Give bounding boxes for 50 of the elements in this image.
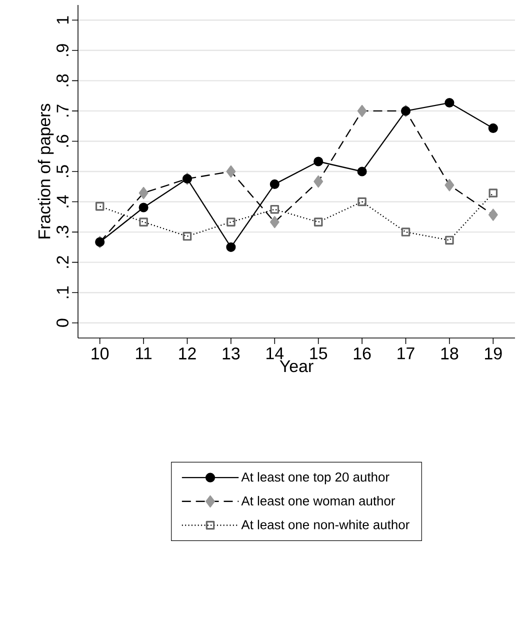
y-tick-label: .7: [56, 104, 69, 116]
x-tick-label: 13: [222, 347, 240, 360]
y-tick-label: .3: [56, 226, 69, 238]
x-axis-title: Year: [280, 360, 314, 372]
legend-label: At least one top 20 author: [241, 472, 390, 484]
legend-label: At least one woman author: [241, 496, 396, 506]
point: [488, 208, 498, 221]
point: [226, 165, 236, 178]
x-tick-label: 11: [136, 347, 152, 360]
point: [445, 236, 454, 245]
point: [270, 204, 280, 214]
point: [401, 228, 410, 236]
y-tick-label: .1: [56, 286, 69, 298]
y-tick-label: .4: [56, 195, 69, 208]
point: [226, 242, 236, 252]
x-tick-label: 14: [266, 347, 284, 360]
x-tick-label: 17: [398, 347, 414, 360]
x-tick-label: 15: [310, 347, 328, 360]
x-tick-label: 18: [441, 347, 458, 360]
point: [270, 216, 280, 228]
x-tick-label: 19: [485, 347, 502, 360]
y-tick-label: .8: [56, 74, 69, 86]
point: [182, 232, 192, 241]
y-tick-label: 1: [56, 16, 69, 24]
x-tick-label: 10: [92, 347, 109, 360]
y-tick-label: .2: [56, 256, 69, 268]
legend-label: At least one non-white author: [241, 520, 410, 530]
y-tick-label: .5: [56, 165, 69, 178]
y-tick-label: .9: [56, 44, 69, 56]
point: [314, 218, 323, 226]
point: [488, 123, 498, 133]
point: [444, 179, 454, 192]
point: [357, 166, 367, 176]
x-tick-label: 12: [179, 347, 196, 360]
point: [270, 179, 280, 189]
x-tick-label: 16: [354, 347, 371, 360]
y-axis-title: Fraction of papers: [38, 104, 54, 238]
point: [488, 188, 498, 198]
point: [314, 156, 324, 166]
point: [226, 218, 236, 226]
point: [357, 104, 367, 118]
point: [139, 218, 148, 226]
point: [444, 98, 454, 108]
y-tick-label: .6: [56, 134, 69, 147]
point: [314, 175, 324, 188]
point: [138, 186, 148, 200]
y-tick-label: 0: [56, 318, 69, 327]
point: [138, 202, 148, 212]
point: [358, 197, 366, 206]
point: [95, 202, 104, 211]
